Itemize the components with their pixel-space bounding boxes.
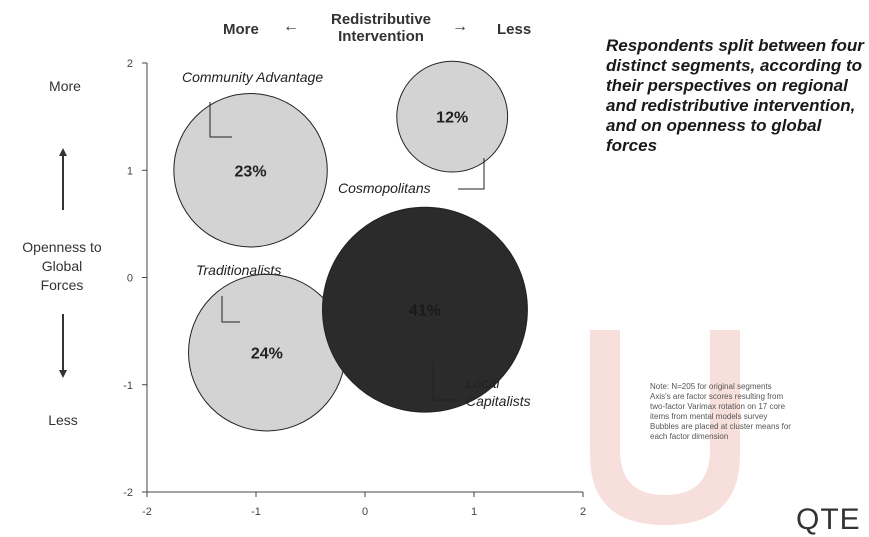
bubble-value-label: 12% (436, 110, 468, 127)
callout-line (432, 362, 461, 401)
note-line-1: Note: N=205 for original segments (650, 382, 772, 391)
segment-label: Local (466, 375, 500, 391)
bubble-value-label: 23% (235, 163, 267, 180)
left-arrow-icon: ← (283, 18, 299, 35)
segment-label: Community Advantage (182, 69, 323, 85)
note-line-4: items from mental models survey (650, 412, 768, 421)
note-line-2: Axis's are factor scores resulting from (650, 392, 784, 401)
x-less-label: Less (497, 21, 532, 38)
y-tick-label: 0 (127, 273, 133, 285)
note-line-5: Bubbles are placed at cluster means for (650, 422, 791, 431)
x-axis-title-line2: Intervention (338, 28, 424, 45)
callout-line (209, 102, 232, 138)
x-tick-label: -2 (142, 506, 152, 518)
bubble-0 (173, 93, 328, 248)
x-axis-title-line1: Redistributive (330, 11, 432, 28)
x-tick-label: -1 (251, 506, 261, 518)
segment-label: Cosmopolitans (338, 180, 431, 196)
note-line-3: two-factor Varimax rotation on 17 core (650, 402, 786, 411)
y-tick-label: -2 (123, 487, 133, 499)
x-tick-label: 0 (362, 506, 368, 518)
x-axis-title: Redistributive Intervention (316, 11, 446, 45)
y-axis-title-line2: Global (41, 258, 83, 274)
methodology-note: Note: N=205 for original segments Axis's… (650, 382, 855, 442)
down-arrow-icon (59, 314, 67, 378)
y-tick-label: 2 (127, 58, 133, 70)
bubble-1 (396, 60, 509, 173)
headline-text: Respondents split between four distinct … (606, 36, 864, 155)
callout-line (221, 296, 240, 323)
x-tick-label: 1 (471, 506, 477, 518)
y-tick-label: -1 (123, 380, 133, 392)
company-logo: QTE (796, 503, 861, 536)
bubble-value-label: 24% (251, 346, 283, 363)
callout-line (458, 158, 485, 190)
bubble-3 (322, 206, 528, 413)
up-arrow-icon (59, 148, 67, 210)
y-axis-title-line3: Forces (40, 277, 84, 293)
segment-bubble-chart: 2 1 0 -1 -2 -2 -1 0 1 2 23% Community Advantage 12%… (123, 58, 586, 518)
x-tick-label: 2 (580, 506, 586, 518)
y-more-label: More (49, 78, 81, 94)
segment-label: Capitalists (466, 393, 531, 409)
bubble-value-label: 41% (409, 303, 441, 320)
y-axis-title-line1: Openness to (22, 239, 102, 255)
note-line-6: each factor dimension (650, 432, 729, 441)
y-tick-label: 1 (127, 165, 133, 177)
x-more-label: More (223, 21, 259, 38)
y-axis-title: Openness to Global Forces (0, 238, 124, 295)
y-less-label: Less (48, 412, 78, 428)
right-arrow-icon: → (452, 18, 468, 35)
segment-label: Traditionalists (196, 262, 281, 278)
